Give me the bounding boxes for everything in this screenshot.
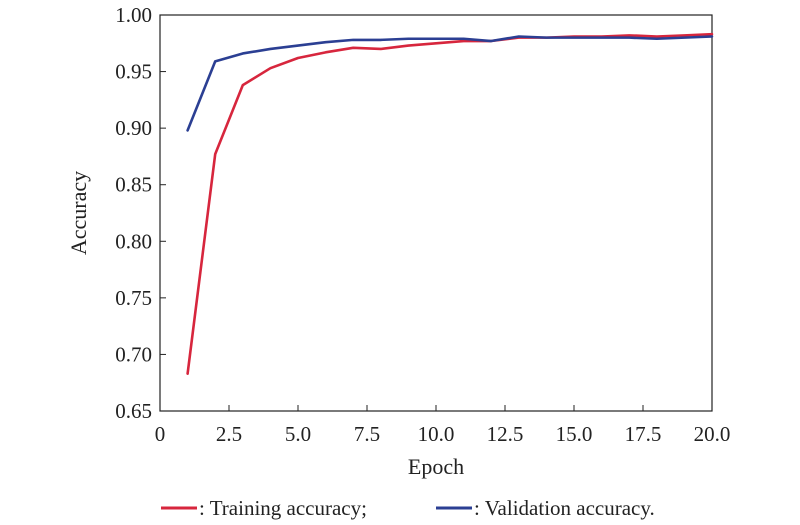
y-axis-ticks: 0.65 0.70 0.75 0.80 0.85 0.90 0.95 1.00 — [115, 3, 166, 423]
legend-label-validation: : Validation accuracy. — [474, 496, 655, 520]
legend: : Training accuracy; : Validation accura… — [161, 496, 655, 520]
plot-frame — [159, 14, 713, 412]
series-line-validation — [186, 35, 714, 132]
y-tick-label: 0.65 — [115, 399, 152, 423]
x-tick-label: 2.5 — [216, 422, 242, 446]
series-line-training — [186, 32, 714, 375]
x-axis-ticks: 0 2.5 5.0 7.5 10.0 12.5 15.0 17.5 20.0 — [155, 405, 731, 446]
y-tick-label: 0.90 — [115, 116, 152, 140]
y-tick-label: 0.75 — [115, 286, 152, 310]
y-tick-label: 0.70 — [115, 342, 152, 366]
legend-label-training: : Training accuracy; — [199, 496, 367, 520]
y-tick-label: 0.95 — [115, 60, 152, 84]
x-axis-label: Epoch — [408, 454, 464, 479]
x-tick-label: 0 — [155, 422, 166, 446]
series-lines — [186, 32, 714, 375]
y-tick-label: 1.00 — [115, 3, 152, 27]
x-tick-label: 17.5 — [625, 422, 662, 446]
x-tick-label: 20.0 — [694, 422, 731, 446]
x-tick-label: 15.0 — [556, 422, 593, 446]
x-tick-label: 10.0 — [418, 422, 455, 446]
y-tick-label: 0.85 — [115, 173, 152, 197]
y-axis-label: Accuracy — [66, 171, 91, 255]
y-tick-label: 0.80 — [115, 229, 152, 253]
x-tick-label: 12.5 — [487, 422, 524, 446]
x-tick-label: 7.5 — [354, 422, 380, 446]
x-tick-label: 5.0 — [285, 422, 311, 446]
